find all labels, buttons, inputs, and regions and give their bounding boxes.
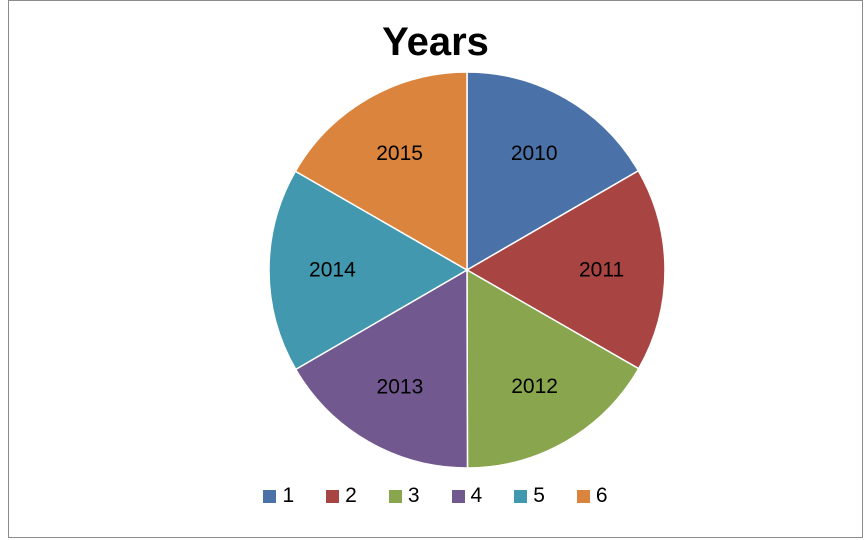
legend-item-2: 2 xyxy=(326,484,357,508)
legend-swatch xyxy=(514,489,528,503)
legend-label: 1 xyxy=(282,484,295,507)
pie-slice-5 xyxy=(268,170,469,371)
pie-slices xyxy=(268,71,666,469)
legend-swatch xyxy=(326,489,340,503)
slice-label-1: 2010 xyxy=(511,142,558,165)
pie-slice-4 xyxy=(294,268,469,469)
pie-slice-6 xyxy=(294,71,468,272)
legend-label: 2 xyxy=(345,484,357,507)
chart-title: Years xyxy=(382,20,489,64)
slice-label-5: 2014 xyxy=(309,259,356,282)
legend-item-3: 3 xyxy=(388,484,420,508)
legend-swatch xyxy=(388,489,402,503)
legend-item-5: 5 xyxy=(514,484,545,508)
slice-label-6: 2015 xyxy=(376,142,423,165)
legend-item-1: 1 xyxy=(263,484,294,508)
legend-swatch xyxy=(263,489,277,503)
chart-legend: 1 2 3 4 5 6 xyxy=(8,484,863,508)
legend-swatch xyxy=(576,489,590,503)
legend-label: 6 xyxy=(595,484,608,507)
legend-item-4: 4 xyxy=(451,484,483,508)
pie-slice-2 xyxy=(465,169,666,370)
legend-label: 5 xyxy=(533,484,545,507)
legend-swatch xyxy=(451,489,465,503)
pie-slice-1 xyxy=(466,71,640,272)
legend-label: 4 xyxy=(470,484,483,507)
slice-label-2: 2011 xyxy=(579,258,624,281)
pie-slice-labels: 2010 2011 2012 2013 2014 2015 xyxy=(309,142,624,398)
legend-item-6: 6 xyxy=(576,484,608,508)
slice-label-3: 2012 xyxy=(511,375,558,398)
pie-slice-3 xyxy=(466,268,640,469)
legend-label: 3 xyxy=(407,484,420,507)
slice-label-4: 2013 xyxy=(377,375,424,398)
